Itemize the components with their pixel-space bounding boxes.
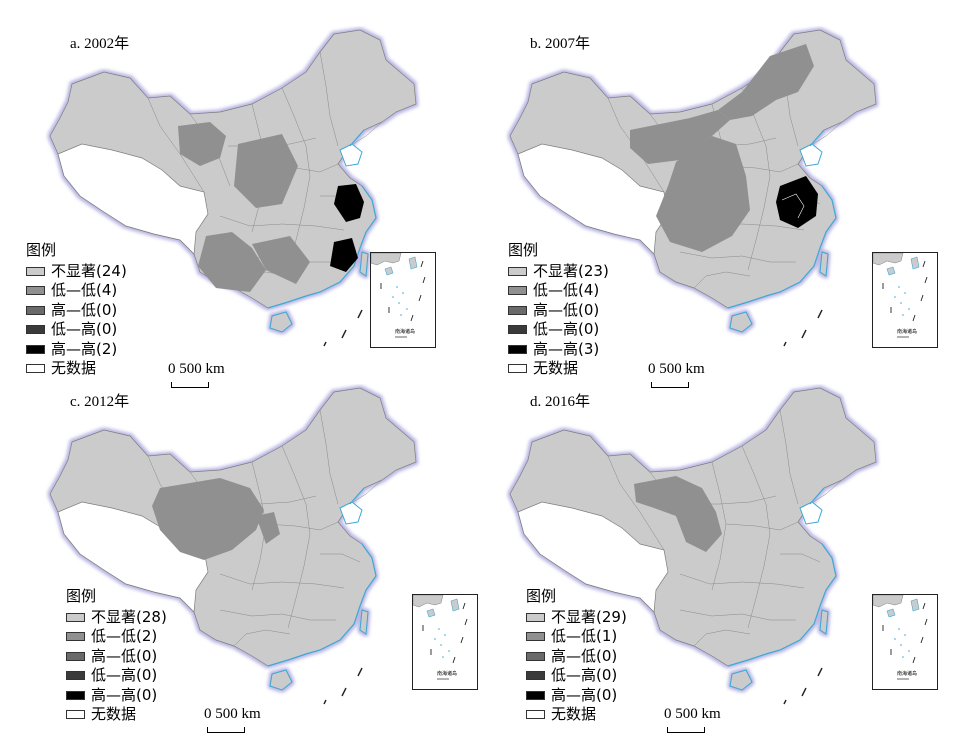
scale-label: 0 500 km — [664, 706, 721, 722]
region-low-low — [252, 236, 310, 284]
map-panel-2007: b. 2007年 图例 不显著(23) 低—低(4) 高—低(0) 低—高(0)… — [480, 26, 950, 396]
scale-label: 0 500 km — [204, 706, 261, 722]
region-low-low — [152, 478, 264, 560]
scale-bar: 0 500 km — [648, 361, 705, 388]
scale-label: 0 500 km — [648, 361, 705, 377]
region-low-low — [198, 232, 266, 292]
legend-item-no-data: 无数据 — [508, 359, 609, 379]
scale-bar-line — [207, 727, 245, 733]
legend-item-high-low: 高—低(0) — [26, 301, 127, 321]
region-low-low — [718, 44, 814, 120]
region-high-high — [776, 176, 818, 228]
region-low-low — [234, 134, 298, 208]
scale-bar: 0 500 km — [204, 706, 261, 733]
region-high-high — [330, 238, 358, 272]
region-low-low — [656, 136, 750, 252]
legend-item-not-significant: 不显著(29) — [526, 608, 627, 628]
legend-item-not-significant: 不显著(28) — [66, 608, 167, 628]
legend-item-high-high: 高—高(0) — [66, 686, 167, 706]
region-low-low — [178, 122, 226, 166]
scale-bar-line — [171, 382, 209, 388]
legend-item-low-high: 低—高(0) — [26, 320, 127, 340]
south-china-sea-inset — [872, 252, 938, 348]
scale-bar: 0 500 km — [664, 706, 721, 733]
legend-item-no-data: 无数据 — [66, 705, 167, 725]
legend-item-not-significant: 不显著(24) — [26, 262, 127, 282]
legend-title: 图例 — [508, 241, 539, 259]
legend: 图例 不显著(24) 低—低(4) 高—低(0) 低—高(0) 高—高(2) 无… — [26, 241, 127, 379]
legend-item-no-data: 无数据 — [526, 705, 627, 725]
scale-bar: 0 500 km — [168, 361, 225, 388]
region-low-low — [630, 110, 730, 164]
scale-label: 0 500 km — [168, 361, 225, 377]
legend-item-high-high: 高—高(0) — [526, 686, 627, 706]
legend-title: 图例 — [526, 587, 557, 605]
legend-item-low-low: 低—低(1) — [526, 627, 627, 647]
panel-title: c. 2012年 — [70, 394, 130, 410]
legend-item-high-low: 高—低(0) — [526, 647, 627, 667]
region-high-high — [334, 184, 364, 222]
map-panel-2002: a. 2002年 图例 不显著(24) 低—低(4) 高—低(0) 低—高(0)… — [20, 26, 490, 396]
legend-item-high-low: 高—低(0) — [508, 301, 609, 321]
map-panel-2012: c. 2012年 图例 不显著(28) 低—低(2) 高—低(0) 低—高(0)… — [20, 384, 490, 754]
south-china-sea-inset — [370, 252, 436, 348]
legend-item-high-high: 高—高(3) — [508, 340, 609, 360]
panel-title: b. 2007年 — [530, 36, 591, 52]
legend: 图例 不显著(29) 低—低(1) 高—低(0) 低—高(0) 高—高(0) 无… — [526, 587, 627, 725]
map-panel-2016: d. 2016年 图例 不显著(29) 低—低(1) 高—低(0) 低—高(0)… — [480, 384, 950, 754]
legend-item-low-high: 低—高(0) — [66, 666, 167, 686]
legend-item-not-significant: 不显著(23) — [508, 262, 609, 282]
legend-item-high-high: 高—高(2) — [26, 340, 127, 360]
legend-item-high-low: 高—低(0) — [66, 647, 167, 667]
legend-title: 图例 — [66, 587, 97, 605]
legend-item-low-low: 低—低(4) — [26, 281, 127, 301]
china-map-2002 — [20, 26, 490, 356]
legend-item-low-high: 低—高(0) — [526, 666, 627, 686]
scale-bar-line — [651, 382, 689, 388]
south-china-sea-inset — [872, 594, 938, 690]
legend-item-low-low: 低—低(2) — [66, 627, 167, 647]
panel-title: a. 2002年 — [70, 36, 130, 52]
legend-item-no-data: 无数据 — [26, 359, 127, 379]
panel-title: d. 2016年 — [530, 394, 591, 410]
legend-item-low-high: 低—高(0) — [508, 320, 609, 340]
legend-item-low-low: 低—低(4) — [508, 281, 609, 301]
region-low-low — [256, 512, 280, 544]
scale-bar-line — [667, 727, 705, 733]
south-china-sea-inset — [412, 594, 478, 690]
legend-title: 图例 — [26, 241, 57, 259]
china-map-2007 — [480, 26, 950, 356]
region-low-low — [634, 476, 722, 552]
legend: 图例 不显著(23) 低—低(4) 高—低(0) 低—高(0) 高—高(3) 无… — [508, 241, 609, 379]
china-map-2012 — [20, 384, 490, 714]
china-map-2016 — [480, 384, 950, 714]
legend: 图例 不显著(28) 低—低(2) 高—低(0) 低—高(0) 高—高(0) 无… — [66, 587, 167, 725]
